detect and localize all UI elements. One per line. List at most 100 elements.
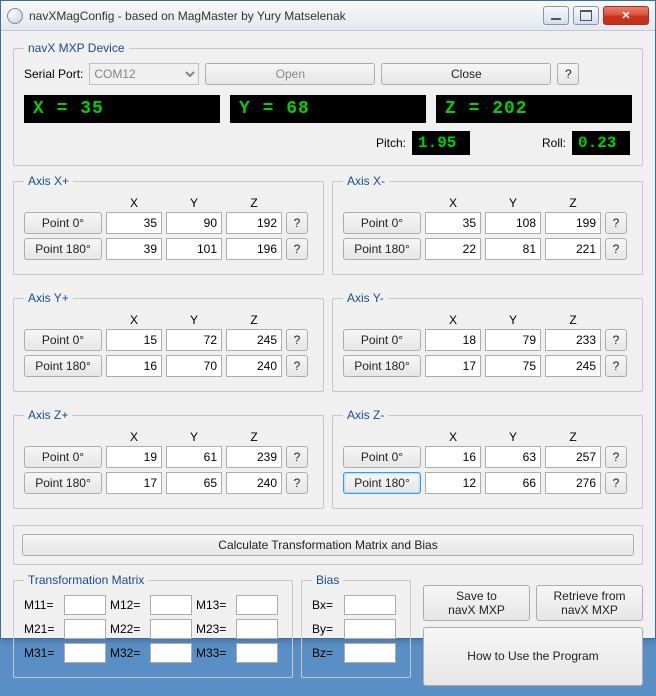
axis-xp-legend: Axis X+ (24, 174, 73, 188)
close-window-button[interactable] (603, 6, 649, 25)
axis-yp-p0-x[interactable] (106, 329, 162, 351)
m21-input[interactable] (64, 619, 106, 639)
save-button[interactable]: Save to navX MXP (423, 585, 530, 621)
axis-zm-p180-button[interactable]: Point 180° (343, 472, 421, 494)
axis-xm-p180-x[interactable] (425, 238, 481, 260)
axis-yp-p180-x[interactable] (106, 355, 162, 377)
axis-yp-p180-button[interactable]: Point 180° (24, 355, 102, 377)
m23-input[interactable] (236, 619, 278, 639)
col-z: Z (226, 196, 282, 210)
axis-zm-p0-z[interactable] (545, 446, 601, 468)
m11-input[interactable] (64, 595, 106, 615)
axis-ym-p0-help[interactable]: ? (605, 329, 627, 351)
close-button[interactable]: Close (381, 63, 551, 85)
axis-yp-p180-help[interactable]: ? (286, 355, 308, 377)
axis-zm-group: Axis Z-XYZPoint 0°?Point 180°? (332, 408, 643, 509)
axis-yp-p0-z[interactable] (226, 329, 282, 351)
col-x: X (425, 196, 481, 210)
axis-zp-p0-button[interactable]: Point 0° (24, 446, 102, 468)
axis-xm-p180-help[interactable]: ? (605, 238, 627, 260)
axis-xp-p0-y[interactable] (166, 212, 222, 234)
bz-input[interactable] (344, 643, 396, 663)
axis-yp-p180-y[interactable] (166, 355, 222, 377)
open-button[interactable]: Open (205, 63, 375, 85)
axis-ym-p180-button[interactable]: Point 180° (343, 355, 421, 377)
axis-xm-p180-y[interactable] (485, 238, 541, 260)
axis-zm-p0-y[interactable] (485, 446, 541, 468)
axis-ym-p180-x[interactable] (425, 355, 481, 377)
axis-zm-p180-help[interactable]: ? (605, 472, 627, 494)
bz-label: Bz= (312, 646, 340, 660)
axis-xm-p0-x[interactable] (425, 212, 481, 234)
m13-input[interactable] (236, 595, 278, 615)
axis-xm-p180-z[interactable] (545, 238, 601, 260)
axis-zp-p180-y[interactable] (166, 472, 222, 494)
axis-xp-p180-button[interactable]: Point 180° (24, 238, 102, 260)
axis-ym-p0-button[interactable]: Point 0° (343, 329, 421, 351)
col-x: X (106, 430, 162, 444)
axis-zp-p180-help[interactable]: ? (286, 472, 308, 494)
axis-xm-p0-y[interactable] (485, 212, 541, 234)
axis-zm-p180-z[interactable] (545, 472, 601, 494)
device-help-button[interactable]: ? (557, 63, 579, 85)
axis-zp-p180-x[interactable] (106, 472, 162, 494)
retrieve-button[interactable]: Retrieve from navX MXP (536, 585, 643, 621)
axis-xp-p180-help[interactable]: ? (286, 238, 308, 260)
matrix-legend: Transformation Matrix (24, 573, 148, 587)
m12-input[interactable] (150, 595, 192, 615)
m32-label: M32= (110, 646, 146, 660)
bx-input[interactable] (344, 595, 396, 615)
m23-label: M23= (196, 622, 232, 636)
axis-xm-p180-button[interactable]: Point 180° (343, 238, 421, 260)
axis-zp-p0-y[interactable] (166, 446, 222, 468)
axis-zm-p0-x[interactable] (425, 446, 481, 468)
axis-zp-p0-x[interactable] (106, 446, 162, 468)
axis-zm-p180-x[interactable] (425, 472, 481, 494)
axis-zp-group: Axis Z+XYZPoint 0°?Point 180°? (13, 408, 324, 509)
axis-xp-p180-z[interactable] (226, 238, 282, 260)
axis-xp-p180-x[interactable] (106, 238, 162, 260)
axis-zm-p0-help[interactable]: ? (605, 446, 627, 468)
axis-ym-p180-z[interactable] (545, 355, 601, 377)
axis-zp-p0-help[interactable]: ? (286, 446, 308, 468)
axis-xm-p0-button[interactable]: Point 0° (343, 212, 421, 234)
m32-input[interactable] (150, 643, 192, 663)
axis-zp-p180-z[interactable] (226, 472, 282, 494)
axis-ym-p0-y[interactable] (485, 329, 541, 351)
serial-port-select[interactable]: COM12 (89, 63, 199, 85)
by-input[interactable] (344, 619, 396, 639)
m31-input[interactable] (64, 643, 106, 663)
axis-xp-p0-z[interactable] (226, 212, 282, 234)
axis-yp-p0-help[interactable]: ? (286, 329, 308, 351)
m31-label: M31= (24, 646, 60, 660)
axis-zp-legend: Axis Z+ (24, 408, 72, 422)
axis-xp-p0-button[interactable]: Point 0° (24, 212, 102, 234)
m22-input[interactable] (150, 619, 192, 639)
axis-xp-p180-y[interactable] (166, 238, 222, 260)
axis-xp-p0-help[interactable]: ? (286, 212, 308, 234)
axis-zp-p0-z[interactable] (226, 446, 282, 468)
axis-ym-legend: Axis Y- (343, 291, 388, 305)
axis-xp-p0-x[interactable] (106, 212, 162, 234)
device-legend: navX MXP Device (24, 41, 129, 55)
axis-ym-p180-y[interactable] (485, 355, 541, 377)
axis-xm-p0-help[interactable]: ? (605, 212, 627, 234)
maximize-button[interactable] (573, 6, 599, 25)
axis-zm-p180-y[interactable] (485, 472, 541, 494)
axis-zp-p180-button[interactable]: Point 180° (24, 472, 102, 494)
axis-yp-legend: Axis Y+ (24, 291, 73, 305)
m21-label: M21= (24, 622, 60, 636)
m33-input[interactable] (236, 643, 278, 663)
minimize-button[interactable] (543, 6, 569, 25)
axis-ym-p0-z[interactable] (545, 329, 601, 351)
axis-yp-p0-y[interactable] (166, 329, 222, 351)
axis-ym-p0-x[interactable] (425, 329, 481, 351)
axis-yp-p180-z[interactable] (226, 355, 282, 377)
axis-xm-p0-z[interactable] (545, 212, 601, 234)
axis-ym-p180-help[interactable]: ? (605, 355, 627, 377)
howto-button[interactable]: How to Use the Program (423, 627, 643, 686)
col-z: Z (226, 430, 282, 444)
axis-zm-p0-button[interactable]: Point 0° (343, 446, 421, 468)
calculate-button[interactable]: Calculate Transformation Matrix and Bias (22, 534, 634, 556)
axis-yp-p0-button[interactable]: Point 0° (24, 329, 102, 351)
